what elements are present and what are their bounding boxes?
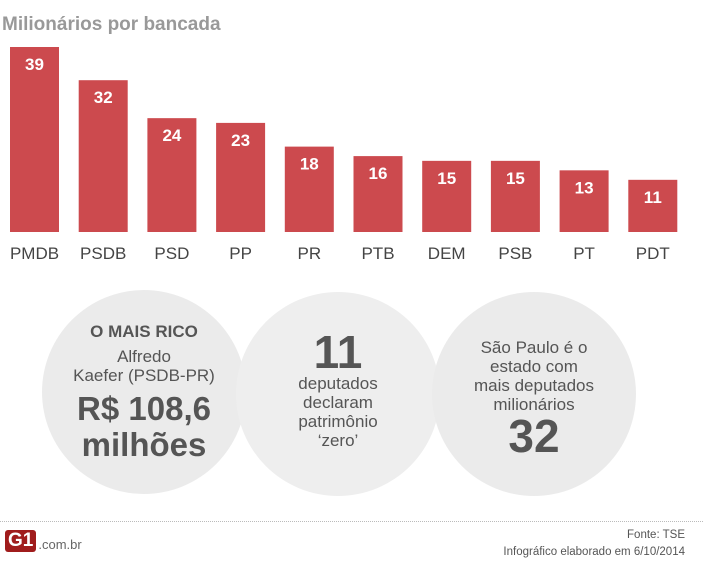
bar-pt [559, 170, 609, 232]
bar-pdt [628, 179, 678, 232]
state-line-4: milionários [493, 395, 575, 414]
bar-value-label: 13 [575, 178, 594, 197]
category-label: PDT [636, 244, 670, 263]
bar-ptb [353, 156, 403, 232]
g1-logo-mark: G1 [5, 530, 37, 552]
date-text: Infográfico elaborado em 6/10/2014 [503, 546, 685, 558]
richest-name-1: Alfredo [117, 347, 171, 366]
bar-value-label: 32 [94, 88, 113, 107]
richest-heading: O MAIS RICO [90, 322, 198, 341]
richest-name-2: Kaefer (PSDB-PR) [73, 366, 215, 385]
bar-value-label: 16 [369, 164, 388, 183]
bar-value-label: 23 [231, 131, 250, 150]
state-circle: São Paulo é o estado com mais deputados … [432, 292, 636, 496]
chart-title: Milionários por bancada [2, 14, 221, 35]
zero-line-1: deputados [298, 374, 378, 393]
bar-value-label: 24 [162, 126, 181, 145]
bar-value-label: 39 [25, 55, 44, 74]
bar-psd [147, 118, 197, 232]
bar-pp [216, 122, 266, 232]
bar-dem [422, 160, 472, 232]
category-label: PTB [361, 244, 394, 263]
source-text: Fonte: TSE [627, 529, 685, 541]
richest-amount: R$ 108,6 [77, 390, 211, 427]
category-label: PP [229, 244, 252, 263]
category-label: PSDB [80, 244, 126, 263]
bar-psdb [78, 80, 128, 232]
state-line-2: estado com [490, 357, 578, 376]
category-label: PSD [154, 244, 189, 263]
bar-chart: 39 PMDB 32 PSDB 24 PSD 23 PP 18 PR 16 PTB 15 DEM 15 PSB… [10, 47, 678, 263]
state-number: 32 [508, 410, 560, 462]
zero-line-3: patrimônio [298, 412, 378, 431]
state-line-1: São Paulo é o [480, 338, 588, 357]
richest-unit: milhões [81, 426, 207, 463]
bar-pr [284, 146, 334, 232]
bar-value-label: 11 [644, 188, 662, 207]
state-line-3: mais deputados [473, 376, 595, 395]
zero-number: 11 [313, 326, 363, 378]
bar-value-label: 15 [437, 169, 456, 188]
bar-pmdb [10, 47, 59, 232]
bar-psb [490, 160, 540, 232]
zero-line-4: ‘zero’ [317, 431, 359, 450]
footer-divider [0, 521, 703, 522]
richest-circle: O MAIS RICO Alfredo Kaefer (PSDB-PR) R$ … [42, 290, 246, 494]
category-label: PR [297, 244, 321, 263]
category-label: PSB [498, 244, 532, 263]
zero-line-2: declaram [303, 393, 373, 412]
bar-value-label: 15 [506, 169, 525, 188]
category-label: DEM [428, 244, 466, 263]
category-label: PT [573, 244, 595, 263]
zero-circle: 11 deputados declaram patrimônio ‘zero’ [236, 292, 440, 496]
category-label: PMDB [10, 244, 59, 263]
g1-domain: .com.br [38, 537, 82, 552]
g1-logo: G1 .com.br [5, 530, 82, 552]
credits: Fonte: TSE Infográfico elaborado em 6/10… [503, 527, 685, 561]
bar-value-label: 18 [300, 155, 319, 174]
